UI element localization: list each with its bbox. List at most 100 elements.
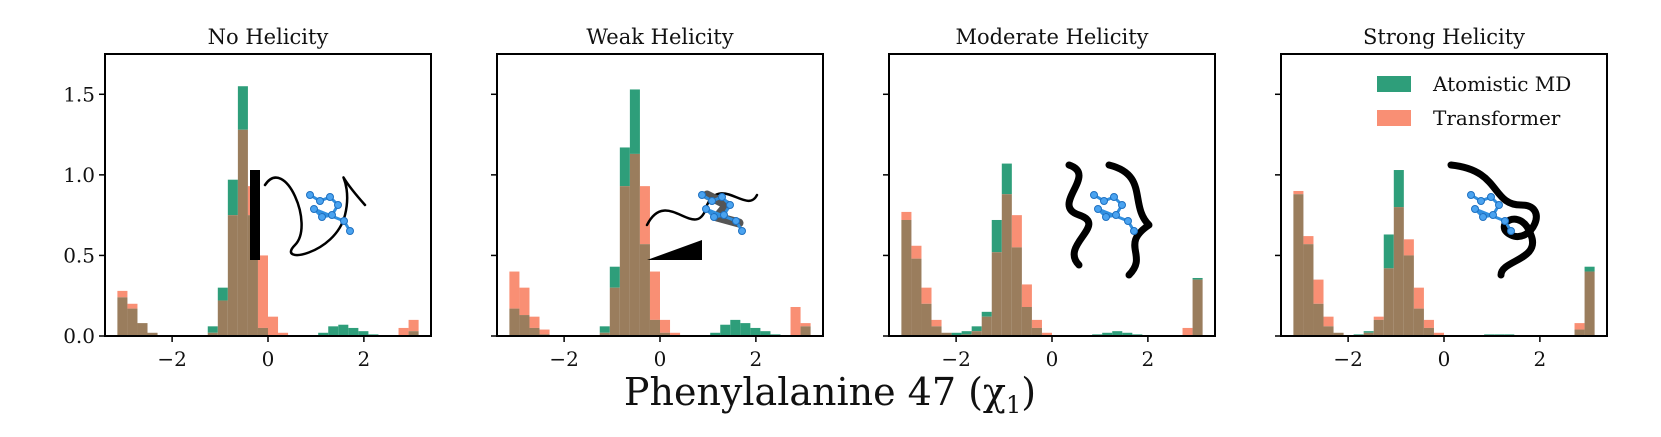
bar-transformer [1313, 279, 1324, 304]
bar-overlap [971, 331, 982, 336]
panel-title: No Helicity [208, 25, 329, 49]
bar-atomistic-md [237, 86, 248, 130]
bar-overlap [147, 332, 158, 336]
bar-transformer [1323, 316, 1334, 327]
protein-structure-icon [645, 190, 759, 260]
bars [901, 163, 1203, 336]
x-tick-label: 2 [358, 347, 371, 371]
bar-transformer [921, 287, 932, 304]
bar-transformer [1041, 332, 1053, 336]
bar-transformer [1021, 284, 1032, 307]
bar-overlap [991, 252, 1002, 336]
bar-transformer [931, 319, 942, 327]
bar-overlap [1303, 244, 1314, 336]
residue-atom [708, 197, 716, 205]
bar-transformer [398, 327, 409, 336]
bar-overlap [408, 331, 419, 336]
bar-transformer [800, 323, 811, 327]
x-tick-label: 2 [750, 347, 763, 371]
panel-1: No Helicity −2 0 2 0.0 0.5 1.0 1.5 [63, 25, 432, 371]
plot-frame [888, 53, 1216, 337]
residue-atom [732, 217, 740, 225]
y-tick-label: 1.0 [63, 163, 95, 187]
bar-transformer [1403, 239, 1414, 256]
bar-transformer [1031, 319, 1042, 328]
bar-atomistic-md [1393, 170, 1404, 208]
bar-atomistic-md [1001, 163, 1012, 195]
bar-transformer [1303, 236, 1314, 245]
bar-overlap [941, 332, 952, 336]
bar-overlap [237, 129, 248, 336]
strand-shape [647, 240, 702, 260]
x-tick-label: −2 [1333, 347, 1362, 371]
bar-overlap [1574, 329, 1585, 336]
bar-overlap [901, 219, 912, 336]
bar-transformer [268, 316, 279, 336]
bar-overlap [800, 326, 811, 336]
residue-atom [328, 211, 336, 219]
bar-atomistic-md [951, 332, 962, 336]
bar-transformer [519, 287, 530, 316]
bar-overlap [247, 215, 258, 336]
bar-atomistic-md [328, 326, 339, 336]
legend-label: Atomistic MD [1432, 72, 1571, 96]
legend: Atomistic MD Transformer [1377, 72, 1571, 130]
x-tick-label: 0 [1438, 347, 1451, 371]
bar-transformer [117, 290, 128, 298]
x-tick-label: 2 [1142, 347, 1155, 371]
bar-atomistic-md [207, 326, 218, 333]
x-tick-label: 0 [262, 347, 275, 371]
bar-overlap [117, 297, 128, 336]
residue-atom [1110, 193, 1118, 201]
bar-transformer [670, 332, 681, 336]
bar-transformer [1423, 319, 1434, 328]
bar-overlap [1423, 327, 1434, 336]
strand-shape [250, 170, 260, 260]
panel-title: Weak Helicity [586, 25, 733, 49]
bar-atomistic-md [1122, 332, 1133, 336]
bar-transformer [1574, 323, 1585, 330]
bar-transformer [408, 319, 419, 332]
bar-atomistic-md [217, 287, 228, 301]
residue-atom [310, 205, 318, 213]
bar-overlap [649, 319, 661, 336]
bar-transformer [649, 271, 661, 320]
bar-overlap [911, 258, 922, 336]
bar-atomistic-md [1584, 266, 1595, 272]
bar-overlap [931, 326, 942, 336]
bar-atomistic-md [720, 324, 731, 336]
bar-overlap [1393, 207, 1404, 336]
bar-transformer [1182, 327, 1193, 336]
bar-overlap [599, 332, 610, 336]
y-tick-label: 1.5 [63, 82, 95, 106]
backbone-path [263, 176, 367, 257]
panel-title: Moderate Helicity [955, 25, 1148, 49]
bar-atomistic-md [318, 332, 329, 336]
panel-title: Strong Helicity [1363, 25, 1525, 49]
bar-overlap [1192, 279, 1203, 336]
bar-overlap [1373, 319, 1384, 336]
bar-transformer [790, 306, 801, 336]
residue-atom [698, 191, 706, 199]
bar-overlap [981, 316, 992, 336]
y-tick-label: 0.0 [63, 324, 95, 348]
bar-overlap [509, 308, 520, 336]
residue-atom [1100, 197, 1108, 205]
bars [1293, 170, 1595, 336]
residue-atom [318, 213, 326, 221]
residue-atom [326, 193, 334, 201]
bar-atomistic-md [750, 327, 761, 336]
bar-overlap [1584, 271, 1595, 336]
bar-atomistic-md [991, 219, 1002, 253]
residue-atom [306, 191, 314, 199]
residue-atom [720, 211, 728, 219]
bar-atomistic-md [358, 331, 369, 336]
x-tick-label: 0 [1046, 347, 1059, 371]
bar-overlap [1293, 194, 1304, 336]
residue-atom [1477, 197, 1485, 205]
backbone-path [1065, 161, 1153, 279]
bar-transformer [529, 316, 540, 328]
protein-structure-icon [1447, 161, 1540, 279]
bar-atomistic-md [1192, 277, 1203, 280]
